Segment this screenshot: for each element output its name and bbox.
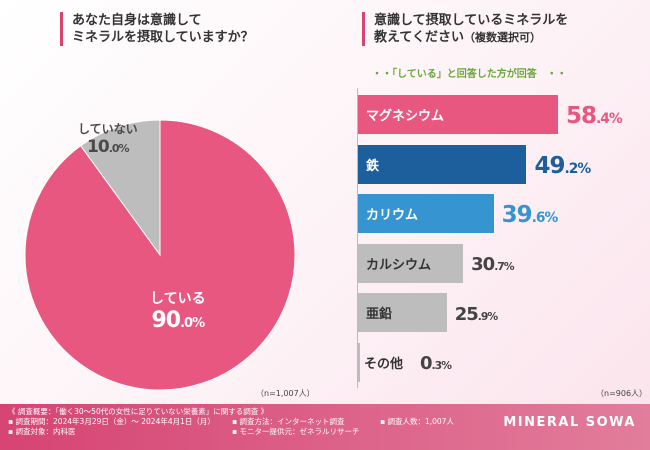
survey-overview-title: 《 調査概要：「働く30〜50代の女性に足りていない栄養素」に関する調査 》 (8, 407, 269, 416)
right-question-line1: 意識して摂取しているミネラルを (374, 13, 569, 28)
bar-value-int-potassium: 39 (501, 202, 533, 228)
bar-value-dec-potassium: .6% (531, 210, 559, 226)
bar-calcium: カルシウム (358, 243, 464, 283)
pie-label-taking-value: 90.0% (150, 308, 206, 333)
left-question-title: あなた自身は意識して ミネラルを摂取していますか？ (60, 12, 312, 46)
bar-potassium: カリウム (358, 194, 494, 233)
bar-label-other: その他 (364, 356, 404, 372)
pie-taking-int: 90 (151, 308, 181, 333)
survey-provider: ▪ モニター提供元：ゼネラルリサーチ (232, 427, 360, 436)
pie-label-not-taking-name: していない (78, 122, 138, 136)
bar-value-int-other: 0 (420, 353, 432, 374)
pie-label-taking-name: している (150, 291, 206, 307)
bar-other: その他 (358, 343, 418, 382)
bar-zinc: 亜鉛 (358, 293, 447, 332)
survey-period: ▪ 調査期間：2024年3月29日（金）〜 2024年4月1日（月） (8, 417, 215, 426)
bar-value-other: 0.3% (420, 353, 452, 374)
right-question-line2-text: 教えてください (374, 30, 464, 45)
bar-label-magnesium: マグネシウム (366, 109, 445, 124)
bar-chart-axis (357, 88, 358, 388)
respondent-note: ・・「している」と回答した方が回答 ・・ (372, 69, 567, 80)
bar-value-int-zinc: 25 (454, 303, 479, 325)
bar-value-dec-magnesium: .4% (596, 111, 623, 127)
survey-footer: 《 調査概要：「働く30〜50代の女性に足りていない栄養素」に関する調査 》 ▪… (0, 404, 650, 450)
bar-label-iron: 鉄 (366, 158, 380, 174)
bar-value-int-calcium: 30 (471, 254, 495, 275)
bar-magnesium: マグネシウム (358, 95, 558, 134)
pie-slice-taking (24, 119, 296, 391)
pie-label-taking: している 90.0% (150, 288, 206, 333)
right-question-paren: （複数選択可） (463, 31, 541, 44)
bar-fill-other (358, 342, 360, 382)
brand-logo: MINERAL SOWA (503, 415, 636, 430)
bar-value-potassium: 39.6% (501, 202, 559, 228)
bar-label-calcium: カルシウム (366, 257, 432, 273)
bar-value-int-magnesium: 58 (566, 103, 597, 129)
pie-label-not-taking-value: 10.0% (78, 137, 138, 157)
right-question-title: 意識して摂取しているミネラルを 教えてください（複数選択可） (362, 12, 644, 46)
bar-label-zinc: 亜鉛 (366, 307, 393, 322)
bar-value-int-iron: 49 (534, 152, 565, 179)
bar-value-magnesium: 58.4% (566, 103, 623, 129)
survey-count: ▪ 調査人数：1,007人 (380, 417, 454, 426)
bar-value-dec-other: .3% (431, 359, 452, 372)
bar-label-potassium: カリウム (366, 208, 419, 223)
bar-value-zinc: 25.9% (454, 303, 499, 325)
pie-slice-not-taking (79, 119, 161, 257)
bar-value-calcium: 30.7% (471, 254, 515, 275)
pie-not-taking-int: 10 (87, 137, 110, 157)
pie-taking-dec: .0% (180, 316, 205, 331)
left-question-line2: ミネラルを摂取していますか？ (72, 30, 254, 45)
survey-target: ▪ 調査対象：内科医 (8, 427, 76, 436)
pie-sample-size: （n=1,007人） (256, 389, 315, 398)
pie-label-not-taking: していない 10.0% (78, 120, 138, 157)
bar-value-dec-iron: .2% (564, 160, 592, 177)
bar-value-dec-calcium: .7% (494, 260, 514, 273)
bar-value-iron: 49.2% (534, 152, 592, 179)
bar-iron: 鉄 (358, 144, 527, 184)
bar-sample-size: （n=906人） (596, 389, 648, 398)
bar-value-dec-zinc: .9% (477, 309, 498, 323)
right-question-line2: 教えてください（複数選択可） (374, 29, 644, 46)
pie-not-taking-dec: .0% (108, 142, 130, 155)
survey-method: ▪ 調査方法：インターネット調査 (232, 417, 345, 426)
left-question-line1: あなた自身は意識して (72, 13, 202, 28)
